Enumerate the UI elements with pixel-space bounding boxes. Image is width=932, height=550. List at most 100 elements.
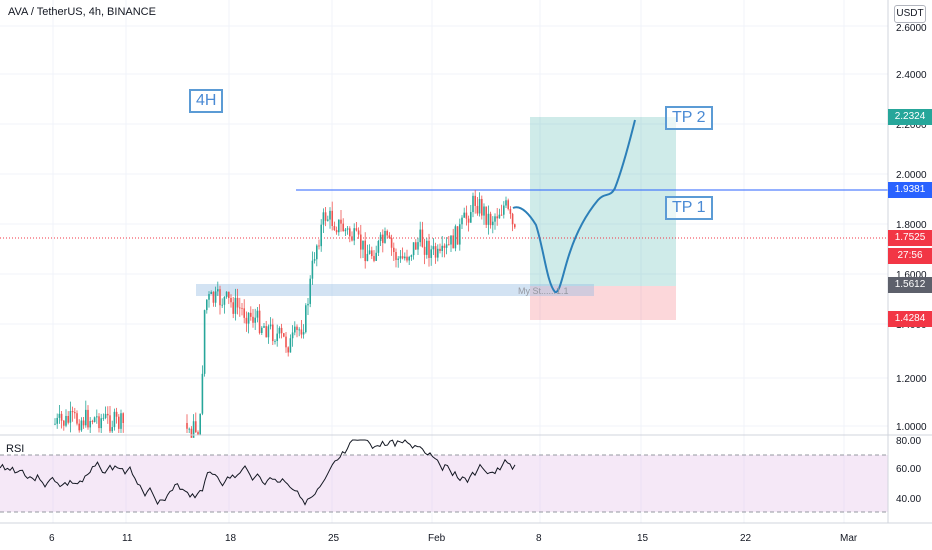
candle-body <box>214 291 217 303</box>
candle-body <box>261 327 263 333</box>
rsi-tick: 60.00 <box>896 464 921 475</box>
candle-body <box>307 303 309 306</box>
candle-body <box>474 195 476 206</box>
time-tick: 11 <box>122 533 133 544</box>
candle-body <box>401 256 404 259</box>
tp1-price-tag: 1.9381 <box>888 182 932 198</box>
price-axis[interactable]: 2.6000 2.4000 2.2000 2.0000 1.8000 1.600… <box>896 23 927 505</box>
candle-body <box>78 423 80 431</box>
candle-body <box>368 250 371 254</box>
time-tick: Mar <box>840 533 858 544</box>
candle-body <box>283 333 285 337</box>
candle-body <box>395 252 397 260</box>
candle-body <box>192 421 195 438</box>
candle-body <box>208 294 210 300</box>
candle-body <box>487 213 490 225</box>
candle-body <box>274 341 276 342</box>
candle-body <box>384 230 386 243</box>
candle-body <box>294 326 296 333</box>
candle-body <box>434 246 437 258</box>
rsi-label[interactable]: RSI <box>6 443 25 455</box>
price-tick: 1.8000 <box>896 220 927 231</box>
time-tick: Feb <box>428 533 446 544</box>
candle-body <box>357 230 360 235</box>
candle-body <box>511 213 514 225</box>
candle-body <box>276 333 278 342</box>
candle-body <box>236 297 239 308</box>
projection-path[interactable] <box>512 119 636 293</box>
candle-body <box>483 206 485 216</box>
candle-body <box>305 305 307 333</box>
candle-body <box>514 224 516 228</box>
candlestick-series[interactable] <box>54 190 516 438</box>
candle-body <box>234 297 237 314</box>
candle-body <box>245 317 248 324</box>
candle-body <box>500 214 503 216</box>
candle-body <box>228 291 230 298</box>
candle-body <box>190 428 193 438</box>
candle-body <box>375 252 377 261</box>
candle-body <box>472 195 474 213</box>
candle-body <box>437 248 439 258</box>
candle-body <box>102 417 105 419</box>
candle-body <box>80 420 83 431</box>
candle-body <box>382 234 384 243</box>
candle-body <box>311 260 314 279</box>
candle-body <box>100 418 102 429</box>
take-profit-zone[interactable] <box>530 117 676 286</box>
candle-body <box>223 296 226 305</box>
support-range-box[interactable] <box>196 284 594 296</box>
candle-body <box>333 225 336 231</box>
countdown-tag: 27:56 <box>888 248 932 264</box>
candle-body <box>331 210 333 226</box>
timeframe-label[interactable]: 4H <box>189 89 224 113</box>
candle-body <box>432 246 435 250</box>
candle-body <box>113 411 116 428</box>
candle-body <box>120 413 122 429</box>
candle-body <box>197 432 199 436</box>
candle-body <box>456 226 459 245</box>
candle-body <box>386 230 388 236</box>
candle-body <box>219 289 221 306</box>
candle-body <box>448 244 450 246</box>
candle-body <box>421 229 424 247</box>
tp2-label[interactable]: TP 2 <box>665 106 713 130</box>
candle-body <box>109 415 111 432</box>
candle-body <box>63 420 65 426</box>
rsi-tick: 40.00 <box>896 494 921 505</box>
candle-body <box>210 292 212 295</box>
time-axis[interactable]: 6 11 18 25 Feb 8 15 22 Mar <box>49 533 858 544</box>
candle-body <box>221 304 223 306</box>
candle-body <box>445 244 448 248</box>
candle-body <box>239 307 241 309</box>
candle-body <box>439 248 441 251</box>
candle-body <box>287 347 289 353</box>
candle-body <box>82 420 85 426</box>
candle-body <box>450 235 452 245</box>
candle-body <box>441 245 443 251</box>
price-tick: 1.0000 <box>896 422 927 433</box>
currency-unit[interactable]: USDT <box>894 5 926 23</box>
candle-body <box>465 212 468 219</box>
candle-body <box>481 198 483 216</box>
rsi-line <box>0 439 516 506</box>
symbol-title[interactable]: AVA / TetherUS, 4h, BINANCE <box>8 6 156 18</box>
time-tick: 25 <box>328 533 340 544</box>
candle-body <box>195 421 197 433</box>
candle-body <box>364 240 366 262</box>
tp1-label[interactable]: TP 1 <box>665 196 713 220</box>
candle-body <box>406 256 408 261</box>
candle-body <box>58 413 61 418</box>
candle-body <box>256 310 259 318</box>
candle-body <box>320 224 322 247</box>
candle-body <box>393 247 395 253</box>
candle-body <box>98 416 100 429</box>
candle-body <box>335 230 338 233</box>
candle-body <box>316 245 318 260</box>
candle-body <box>371 250 373 257</box>
candle-body <box>318 245 320 247</box>
candle-body <box>230 297 232 303</box>
candle-body <box>346 228 349 230</box>
candle-body <box>430 249 432 258</box>
